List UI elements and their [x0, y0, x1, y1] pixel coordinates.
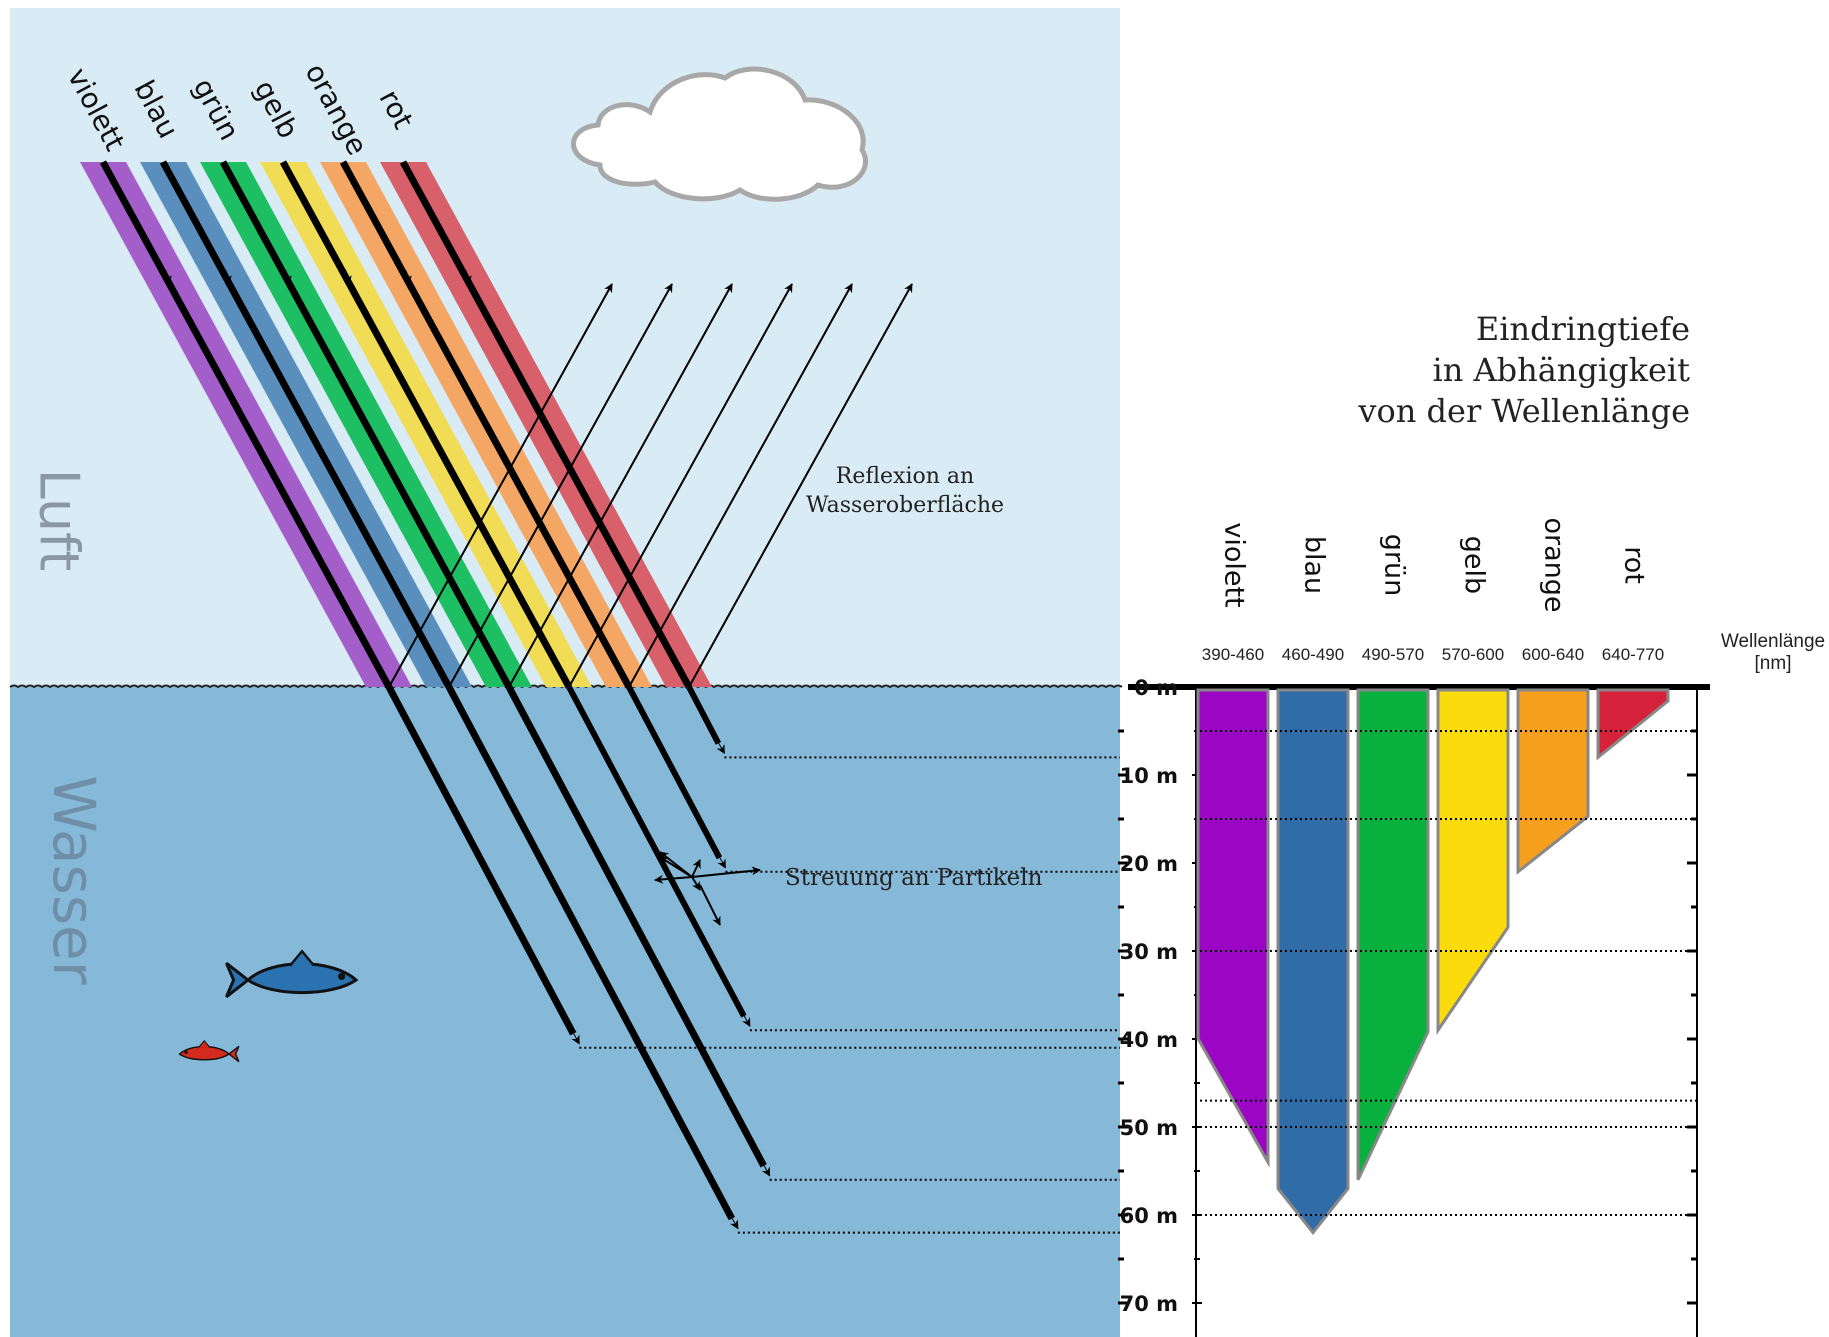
reflected-ray-violett	[388, 283, 613, 688]
depth-tick-label: 60 m	[1120, 1204, 1178, 1228]
air-label: Luft	[27, 469, 90, 572]
ray-water-grün	[505, 685, 767, 1168]
ray-air-grün	[219, 160, 513, 689]
reflection-label: Wasseroberfläche	[806, 493, 1004, 518]
title-line: von der Wellenlänge	[1357, 392, 1690, 430]
wavelength-range-blau: 460-490	[1282, 645, 1344, 664]
wavelength-range-orange: 600-640	[1522, 645, 1584, 664]
scatter-arrow	[699, 884, 721, 926]
reflected-ray-grün	[508, 283, 733, 688]
scatter-arrow	[691, 866, 761, 878]
wavelength-range-violett: 390-460	[1202, 645, 1264, 664]
reflected-ray-gelb	[568, 283, 793, 688]
reflected-ray-rot	[688, 283, 913, 688]
color-label-gelb: gelb	[1459, 536, 1490, 594]
depth-bar-grün	[1356, 688, 1430, 1181]
depth-tick-label: 20 m	[1120, 852, 1178, 876]
depth-bar-rot	[1596, 688, 1670, 761]
wavelength-axis-label: [nm]	[1755, 653, 1792, 674]
reflected-ray-orange	[628, 283, 853, 688]
ray-arrow-blau	[222, 269, 232, 285]
ray-water-gelb	[566, 685, 747, 1018]
ray-water-arrow-rot	[713, 735, 725, 755]
ray-water-violett	[385, 685, 577, 1036]
ray-arrow-grün	[282, 269, 292, 285]
ray-arrow-violett	[162, 269, 172, 285]
cloud-icon	[571, 66, 868, 202]
depth-tick-label: 70 m	[1120, 1292, 1178, 1316]
ray-water-rot	[686, 685, 722, 745]
color-label-orange: orange	[1539, 517, 1570, 612]
ray-water-arrow-violett	[568, 1025, 580, 1045]
depth-bar-violett	[1196, 688, 1270, 1168]
scatter-arrow	[691, 859, 701, 878]
ray-arrow-orange	[402, 269, 412, 285]
ray-arrow-gelb	[342, 269, 352, 285]
ray-water-blau	[445, 685, 735, 1221]
ray-air-rot	[399, 160, 693, 689]
title-line: in Abhängigkeit	[1432, 351, 1690, 389]
depth-tick-label: 0 m	[1134, 676, 1178, 700]
red-fish-icon	[178, 1039, 240, 1063]
color-label-violett: violett	[1219, 522, 1250, 607]
scatter-arrow	[654, 874, 693, 884]
depth-tick-label: 10 m	[1120, 764, 1178, 788]
reflection-label: Reflexion an	[836, 464, 974, 489]
depth-tick-label: 40 m	[1120, 1028, 1178, 1052]
ray-water-arrow-grün	[759, 1157, 771, 1177]
scatter-arrow	[691, 876, 701, 891]
depth-bar-gelb	[1436, 688, 1510, 1036]
ray-air-violett	[99, 160, 393, 689]
depth-bar-blau	[1276, 688, 1350, 1236]
wavelength-range-gelb: 570-600	[1442, 645, 1504, 664]
reflected-ray-blau	[448, 283, 673, 688]
scattering-label: Streuung an Partikeln	[785, 865, 1043, 891]
ray-water-arrow-orange	[714, 849, 726, 869]
color-label-rot: rot	[1619, 546, 1650, 584]
title-line: Eindringtiefe	[1476, 310, 1690, 348]
ray-water-arrow-blau	[727, 1210, 739, 1230]
blue-fish-icon	[225, 949, 359, 998]
ray-air-gelb	[279, 160, 573, 689]
wavelength-axis-label: Wellenlänge	[1721, 631, 1825, 652]
color-label-grün: grün	[1379, 534, 1410, 596]
depth-tick-label: 30 m	[1120, 940, 1178, 964]
ray-air-blau	[159, 160, 453, 689]
depth-bar-orange	[1516, 688, 1590, 875]
ray-arrow-rot	[462, 269, 472, 285]
ray-air-orange	[339, 160, 633, 689]
wavelength-range-rot: 640-770	[1602, 645, 1664, 664]
ray-water-arrow-gelb	[739, 1007, 751, 1027]
scatter-arrow	[659, 851, 693, 878]
depth-tick-label: 50 m	[1120, 1116, 1178, 1140]
ray-water-orange	[626, 685, 723, 860]
water-label: Wasser	[40, 775, 108, 984]
color-label-blau: blau	[1299, 536, 1330, 594]
wavelength-range-grün: 490-570	[1362, 645, 1424, 664]
